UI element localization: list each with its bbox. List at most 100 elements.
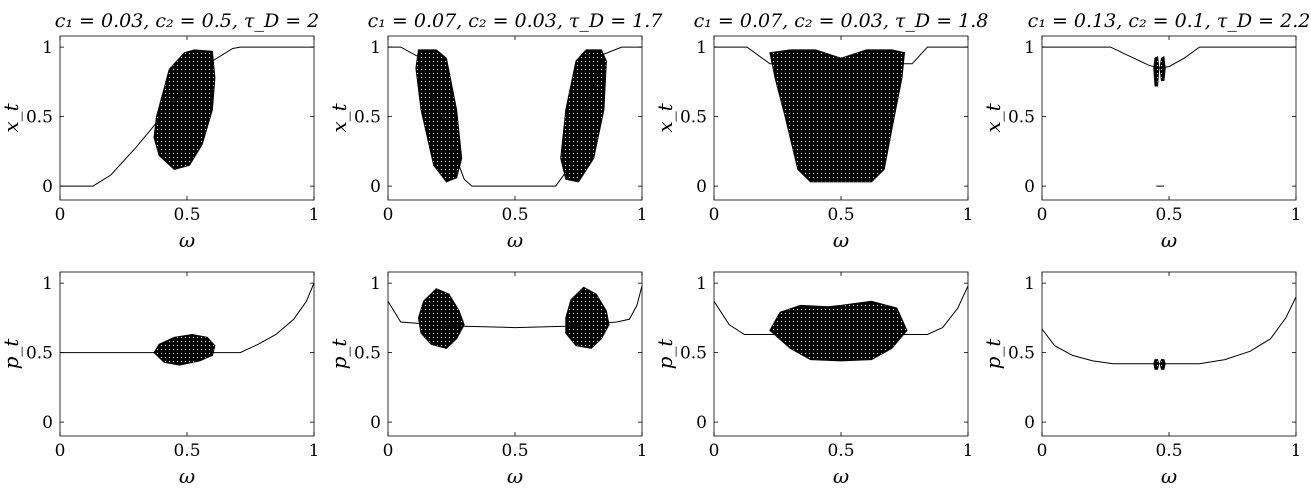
chart-panel-6: 0 0.5 1 0 0.5 1 ω p_t	[327, 271, 648, 488]
y-tick-label: 0	[696, 413, 707, 433]
y-tick-label: 0.5	[680, 344, 707, 364]
y-tick-label: 0	[370, 177, 381, 197]
chart-panel-7: 0 0.5 1 0 0.5 1 ω p_t	[653, 271, 974, 488]
x-tick-label: 0	[383, 205, 394, 225]
x-tick-label: 1	[1291, 205, 1302, 225]
x-axis-label: ω	[179, 464, 195, 488]
chaotic-region	[153, 333, 216, 366]
branch-curve	[387, 285, 643, 329]
x-tick-label: 1	[1291, 441, 1302, 461]
y-axis-label: p_t	[653, 338, 677, 370]
branch-curve	[1041, 296, 1297, 365]
x-tick-label: 0.5	[173, 441, 200, 461]
y-axis-label: p_t	[981, 338, 1005, 370]
chart-panel-8: 0 0.5 1 0 0.5 1 ω p_t	[981, 271, 1302, 488]
y-axis-label: x_t	[981, 102, 1005, 132]
x-axis-label: ω	[833, 228, 849, 252]
branch-curve	[60, 46, 314, 187]
branch-curve	[388, 46, 642, 187]
y-tick-label: 0.5	[354, 344, 381, 364]
branch-curve	[713, 285, 969, 335]
chart-panel-2: c₁ = 0.07, c₂ = 0.03, τ_D = 1.7 0 0.5 1 0 0.5…	[327, 10, 663, 252]
y-tick-label: 0	[42, 177, 53, 197]
y-axis-label: x_t	[653, 102, 677, 132]
x-tick-label: 0	[383, 441, 394, 461]
chaotic-region	[415, 49, 463, 183]
chart-panel-1: c₁ = 0.03, c₂ = 0.5, τ_D = 2 0 0.5 1 0 0.5 1 ω x…	[0, 10, 319, 252]
y-tick-label: 1	[1024, 274, 1035, 294]
y-tick-label: 1	[1024, 38, 1035, 58]
y-tick-label: 0.5	[26, 344, 53, 364]
x-axis-label: ω	[507, 464, 523, 488]
x-tick-label: 1	[637, 441, 648, 461]
branch-curve	[1042, 46, 1296, 69]
y-tick-label: 0	[1024, 177, 1035, 197]
y-tick-label: 0	[696, 177, 707, 197]
x-axis-label: ω	[507, 228, 523, 252]
y-tick-label: 1	[370, 274, 381, 294]
x-tick-label: 1	[637, 205, 648, 225]
chaotic-region	[769, 300, 908, 362]
y-tick-label: 0	[1024, 413, 1035, 433]
y-tick-label: 0	[42, 413, 53, 433]
chaotic-region	[1153, 359, 1160, 370]
x-axis-label: ω	[1161, 228, 1177, 252]
y-axis-label: p_t	[0, 338, 23, 370]
chart-panel-5: 0 0.5 1 0 0.5 1 ω p_t	[0, 271, 320, 488]
y-tick-label: 1	[370, 38, 381, 58]
y-tick-label: 1	[696, 274, 707, 294]
y-tick-label: 0.5	[354, 108, 381, 128]
panel-title: c₁ = 0.07, c₂ = 0.03, τ_D = 1.8	[694, 10, 989, 32]
x-tick-label: 1	[309, 205, 320, 225]
branch-curve	[714, 46, 968, 65]
x-tick-label: 0.5	[173, 205, 200, 225]
chaotic-region	[1159, 55, 1166, 81]
x-tick-label: 1	[963, 441, 974, 461]
x-axis-label: ω	[833, 464, 849, 488]
chaotic-region	[417, 288, 465, 349]
y-tick-label: 1	[42, 274, 53, 294]
y-tick-label: 0.5	[680, 108, 707, 128]
y-tick-label: 0.5	[1008, 344, 1035, 364]
x-tick-label: 0.5	[827, 205, 854, 225]
axes-frame	[387, 271, 643, 437]
y-axis-label: x_t	[0, 102, 23, 132]
panel-title: c₁ = 0.03, c₂ = 0.5, τ_D = 2	[55, 10, 320, 32]
y-axis-label: x_t	[327, 102, 351, 132]
x-axis-label: ω	[179, 228, 195, 252]
x-tick-label: 0	[55, 441, 66, 461]
x-tick-label: 0.5	[501, 205, 528, 225]
chaotic-region	[769, 49, 906, 183]
chaotic-region	[1153, 56, 1160, 87]
chart-panel-3: c₁ = 0.07, c₂ = 0.03, τ_D = 1.8 0 0.5 1 0 0.5…	[653, 10, 988, 252]
panel-title: c₁ = 0.13, c₂ = 0.1, τ_D = 2.2	[1028, 10, 1311, 32]
chaotic-region	[565, 286, 610, 349]
chaotic-region	[153, 49, 216, 170]
chaotic-region	[1159, 359, 1166, 370]
panel-title: c₁ = 0.07, c₂ = 0.03, τ_D = 1.7	[368, 10, 664, 32]
x-tick-label: 1	[963, 205, 974, 225]
x-tick-label: 0.5	[1155, 441, 1182, 461]
x-tick-label: 0	[709, 205, 720, 225]
x-tick-label: 1	[309, 441, 320, 461]
y-axis-label: p_t	[327, 338, 351, 370]
x-tick-label: 0.5	[1155, 205, 1182, 225]
panel-grid: c₁ = 0.03, c₂ = 0.5, τ_D = 2 0 0.5 1 0 0.5 1 ω x…	[0, 10, 1310, 488]
x-axis-label: ω	[1161, 464, 1177, 488]
y-tick-label: 0	[370, 413, 381, 433]
y-tick-label: 0.5	[1008, 108, 1035, 128]
x-tick-label: 0	[55, 205, 66, 225]
x-tick-label: 0	[1037, 441, 1048, 461]
y-tick-label: 0.5	[26, 108, 53, 128]
branch-curve	[60, 282, 315, 354]
x-tick-label: 0.5	[827, 441, 854, 461]
y-tick-label: 1	[42, 38, 53, 58]
axes-frame	[1041, 271, 1297, 437]
axes-frame	[1041, 35, 1297, 201]
y-tick-label: 1	[696, 38, 707, 58]
x-tick-label: 0	[1037, 205, 1048, 225]
x-tick-label: 0	[709, 441, 720, 461]
chart-panel-4: c₁ = 0.13, c₂ = 0.1, τ_D = 2.2 0 0.5 1 0 0.5 1…	[981, 10, 1310, 252]
x-tick-label: 0.5	[501, 441, 528, 461]
